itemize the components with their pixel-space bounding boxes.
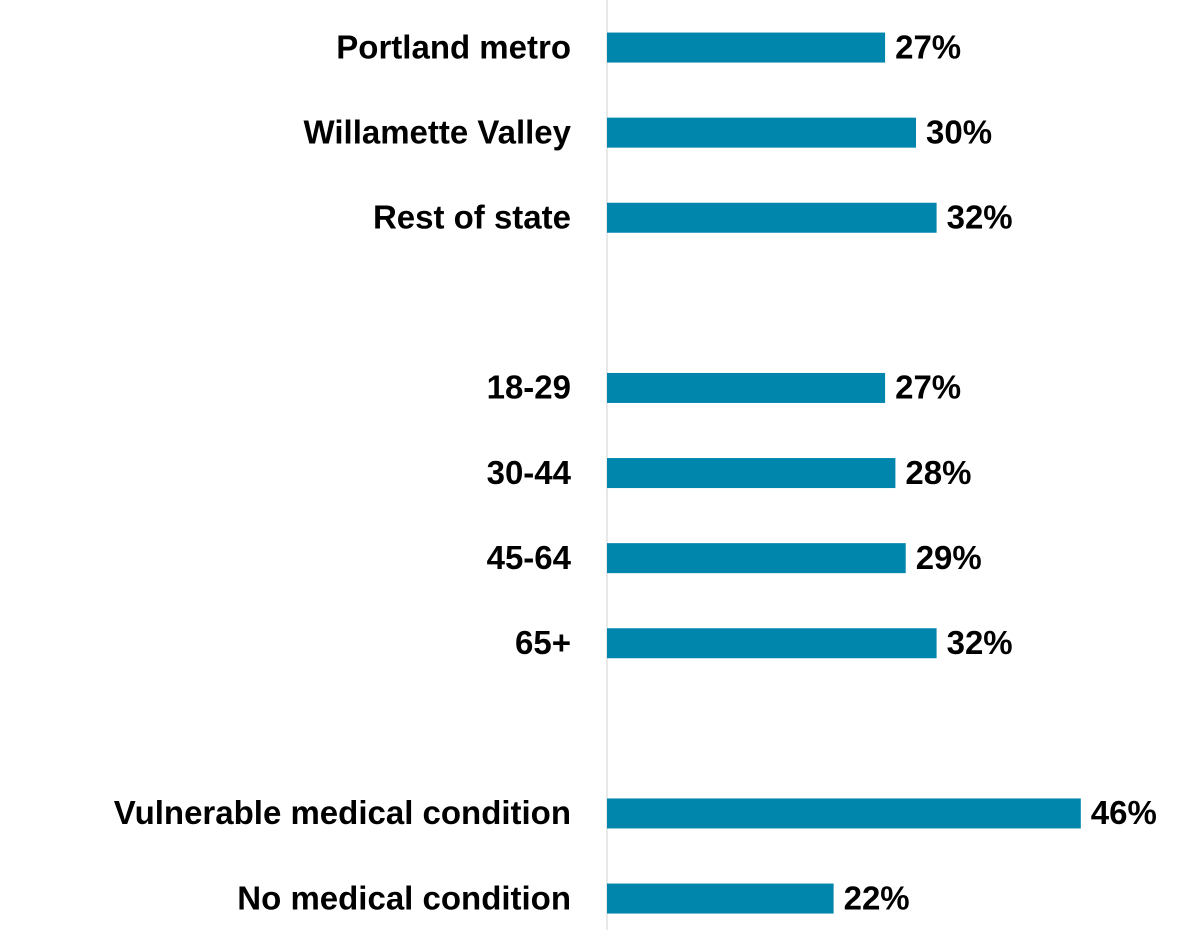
bar (607, 32, 886, 63)
bar (607, 798, 1081, 829)
value-label: 32% (947, 198, 1013, 235)
bar (607, 372, 886, 403)
value-label: 46% (1091, 794, 1157, 831)
bar (607, 883, 834, 914)
bar (607, 628, 937, 659)
bar (607, 458, 896, 489)
category-label: Vulnerable medical condition (114, 794, 571, 831)
category-label: 45-64 (487, 539, 572, 576)
category-label: Willamette Valley (304, 113, 572, 150)
category-label: Portland metro (336, 28, 571, 65)
value-label: 27% (895, 369, 961, 406)
value-label: 32% (947, 624, 1013, 661)
category-label: Rest of state (373, 198, 571, 235)
value-label: 29% (916, 539, 982, 576)
value-label: 28% (905, 454, 971, 491)
category-label: 65+ (515, 624, 571, 661)
bar (607, 543, 906, 574)
category-label: 30-44 (487, 454, 572, 491)
bar (607, 117, 916, 148)
bar (607, 202, 937, 233)
value-label: 27% (895, 28, 961, 65)
value-label: 30% (926, 113, 992, 150)
category-label: 18-29 (487, 369, 571, 406)
value-label: 22% (844, 879, 910, 916)
category-label: No medical condition (237, 879, 571, 916)
